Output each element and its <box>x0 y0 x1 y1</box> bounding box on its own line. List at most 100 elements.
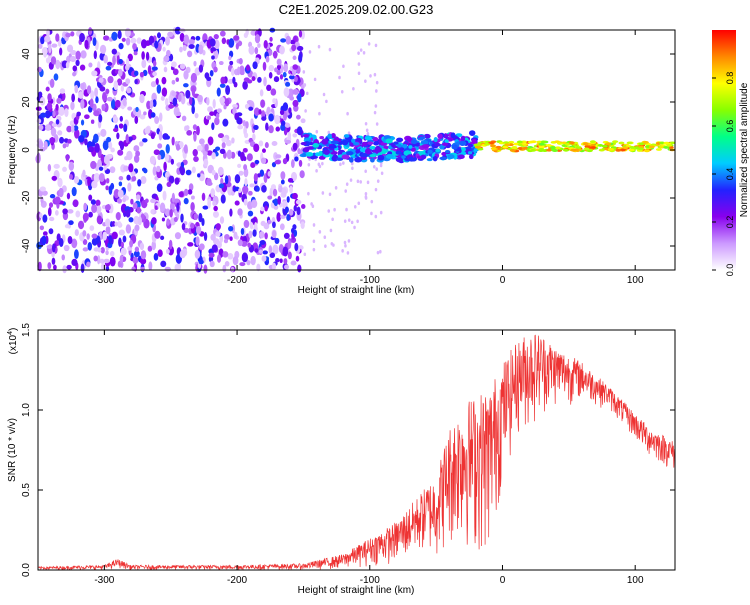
spectrogram-cell <box>65 154 70 162</box>
spectrogram-cell <box>354 156 363 163</box>
spectrogram-cell <box>395 156 404 163</box>
spectrogram-cell <box>236 117 242 125</box>
spectrogram-cell <box>280 171 286 180</box>
spectrogram-cell <box>188 96 193 106</box>
spectrogram-cell <box>273 50 278 59</box>
spectrogram-cell <box>156 165 161 173</box>
spectrogram-cell <box>178 191 184 198</box>
snr-series <box>37 334 676 571</box>
spectrogram-cell <box>330 132 336 139</box>
spectrogram-cell <box>153 252 159 261</box>
spectrogram-cell <box>288 75 295 80</box>
spectrogram-cell <box>303 83 307 87</box>
spectrogram-cell <box>109 166 116 174</box>
spectrogram-cell <box>103 258 110 264</box>
spectrogram-cell <box>51 122 58 127</box>
spectrogram-cell <box>258 231 265 239</box>
spectrogram-cell <box>168 175 175 184</box>
spectrogram-cell <box>341 151 348 156</box>
spectrogram-cell <box>293 205 297 212</box>
spectrogram-cell <box>116 198 122 204</box>
spectrogram-cell <box>158 130 163 141</box>
spectrogram-cell <box>228 38 235 48</box>
spectrogram-cell <box>82 212 89 222</box>
spectrogram-cell <box>203 264 208 274</box>
spectrogram-cell <box>296 126 303 136</box>
spectrogram-cell <box>139 71 145 78</box>
spectrogram-cell <box>88 194 93 201</box>
spectrogram-cell <box>379 163 383 168</box>
spectrogram-cell <box>165 143 170 154</box>
spectrogram-cell <box>366 180 370 185</box>
spectrogram-cell <box>300 118 306 124</box>
spectrogram-cell <box>83 202 87 211</box>
spectrogram-cell <box>272 244 279 255</box>
x-tick-label: 0 <box>500 275 506 286</box>
spectrogram-cell <box>93 50 97 60</box>
spectrogram-cell <box>244 178 248 186</box>
spectrogram-cell <box>68 220 74 226</box>
spectrogram-cell <box>154 116 160 125</box>
spectrogram-cell <box>250 199 258 208</box>
spectrogram-cell <box>116 221 122 227</box>
spectrogram-cell <box>283 258 288 265</box>
spectrogram-cell <box>597 144 604 147</box>
spectrogram-cell <box>157 143 163 149</box>
spectrogram-cell <box>90 90 95 100</box>
spectrogram-cell <box>76 111 81 117</box>
spectrogram-cell <box>126 174 131 181</box>
spectrogram-cell <box>150 112 156 118</box>
spectrogram-cell <box>211 55 215 60</box>
spectrogram-cell <box>56 97 62 104</box>
spectrogram-cell <box>379 210 383 215</box>
spectrogram-cell <box>57 177 63 188</box>
spectrogram-cell <box>254 34 261 44</box>
spectrogram-cell <box>285 81 291 87</box>
spectrogram-cell <box>628 148 635 152</box>
spectrogram-cell <box>66 192 71 200</box>
spectrogram-cell <box>356 219 359 224</box>
spectrogram-cell <box>618 141 625 145</box>
spectrogram-cell <box>441 142 448 146</box>
spectrogram-cell <box>151 92 157 102</box>
spectrogram-cell <box>279 109 285 115</box>
spectrogram-cell <box>530 148 537 152</box>
spectrogram-cell <box>93 133 99 144</box>
spectrogram-cell <box>315 169 318 173</box>
spectrogram-cell <box>546 148 553 152</box>
spectrogram-cell <box>356 179 360 184</box>
spectrogram-cell <box>127 136 133 142</box>
spectrogram-cell <box>118 181 123 187</box>
spectrogram-cell <box>67 235 73 245</box>
spectrogram-cell <box>369 146 377 150</box>
spectrogram-cell <box>291 44 297 52</box>
spectrogram-cell <box>96 255 101 265</box>
spectrogram-cell <box>215 113 220 119</box>
spectrogram-cell <box>292 224 297 230</box>
spectrogram-cell <box>91 204 98 214</box>
spectrogram-cell <box>312 247 316 252</box>
spectrogram-cell <box>214 39 220 50</box>
spectrogram-cell <box>254 47 259 55</box>
spectrogram-cell <box>49 78 55 89</box>
spectrogram-cell <box>58 106 65 116</box>
spectrogram-cell <box>330 140 339 145</box>
spectrogram-cell <box>227 253 234 260</box>
spectrogram-cell <box>114 99 121 108</box>
spectrogram-cell <box>298 53 303 63</box>
spectrogram-cell <box>568 141 575 145</box>
spectrogram-cell <box>111 48 117 55</box>
colorbar-label: Normalized spectral amplitude <box>739 82 750 217</box>
spectrogram-cell <box>88 146 94 153</box>
spectrogram-cell <box>285 35 292 45</box>
spectrogram-cell <box>141 59 147 69</box>
spectrogram-cell <box>504 143 511 147</box>
spectrogram-cell <box>230 67 235 77</box>
spectrogram-cell <box>290 39 296 45</box>
spectrogram-cell <box>292 142 298 151</box>
spectrogram-cell <box>144 126 151 135</box>
spectrogram-cell <box>180 95 186 105</box>
spectrogram-cell <box>377 154 385 161</box>
spectrogram-cell <box>92 103 97 112</box>
spectrogram-cell <box>359 48 363 52</box>
